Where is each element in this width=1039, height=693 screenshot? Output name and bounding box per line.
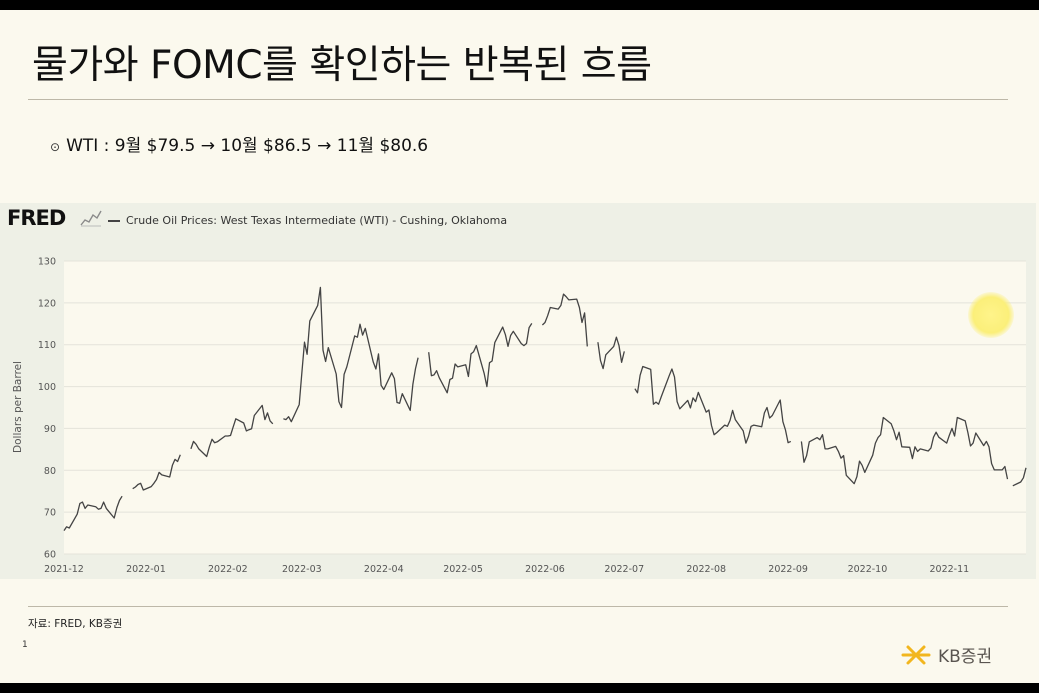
x-tick-label: 2022-06	[525, 564, 565, 575]
legend-swatch	[108, 220, 120, 222]
series-line-layer	[63, 286, 1027, 531]
wti-line-segment-3	[283, 286, 419, 423]
wti-line-segment-0	[63, 495, 123, 531]
wti-line-segment-8	[800, 416, 1009, 485]
y-tick-label: 90	[44, 424, 56, 435]
plot-area	[64, 261, 1026, 554]
y-tick-label: 60	[44, 550, 56, 561]
bullet-icon: ⊙	[50, 140, 61, 154]
grid-layer	[64, 260, 1026, 555]
x-tick-label: 2022-04	[364, 564, 404, 575]
bullet-text: WTI : 9월 $79.5 → 10월 $86.5 → 11월 $80.6	[66, 136, 429, 156]
y-tick-label: 120	[38, 298, 56, 309]
y-tick-label: 130	[38, 257, 56, 268]
x-tick-label: 2022-07	[604, 564, 644, 575]
wti-line-segment-1	[132, 454, 181, 491]
cursor-highlight	[968, 292, 1014, 338]
x-tick-label: 2022-02	[208, 564, 248, 575]
source-note: 자료: FRED, KB증권	[28, 618, 123, 630]
x-tick-label: 2022-08	[686, 564, 726, 575]
chart-panel: 60 70 80 90 100 110 120 130 2021-12 2022-01 2022-…	[0, 203, 1036, 579]
wti-line-segment-5	[541, 293, 588, 347]
y-tick-label: 80	[44, 466, 56, 477]
page-number: 1	[22, 640, 28, 650]
wti-price-chart: 60 70 80 90 100 110 120 130 2021-12 2022-01 2022-…	[12, 257, 1027, 575]
x-tick-label: 2022-03	[282, 564, 322, 575]
slide: 물가와 FOMC를 확인하는 반복된 흐름 ⊙ WTI : 9월 $79.5 → …	[0, 10, 1039, 683]
fred-logo: FRED	[7, 206, 66, 230]
legend-label: Crude Oil Prices: West Texas Intermediat…	[126, 214, 508, 227]
wti-line-segment-6	[597, 336, 625, 370]
x-tick-label: 2022-10	[848, 564, 888, 575]
kb-securities-logo: KB증권	[900, 642, 992, 667]
wti-line-segment-7	[634, 365, 792, 444]
x-tick-label: 2022-01	[126, 564, 166, 575]
slide-title: 물가와 FOMC를 확인하는 반복된 흐름	[32, 43, 652, 88]
x-tick-label: 2022-11	[930, 564, 970, 575]
x-tick-label: 2021-12	[44, 564, 84, 575]
kb-brand-text: KB증권	[938, 647, 993, 667]
fred-sparkline-icon	[80, 210, 102, 227]
x-tick-labels: 2021-12 2022-01 2022-02 2022-03 2022-04 2022-…	[44, 564, 969, 575]
title-divider	[28, 99, 1008, 100]
wti-line-segment-2	[190, 404, 274, 458]
y-tick-label: 100	[38, 382, 56, 393]
bullet-item: ⊙ WTI : 9월 $79.5 → 10월 $86.5 → 11월 $80.6	[50, 131, 428, 156]
y-axis-label: Dollars per Barrel	[12, 361, 24, 453]
chart-legend: Crude Oil Prices: West Texas Intermediat…	[108, 214, 507, 227]
x-tick-label: 2022-05	[443, 564, 483, 575]
y-tick-labels: 60 70 80 90 100 110 120 130	[38, 257, 56, 561]
kb-star-icon	[901, 645, 931, 664]
y-tick-label: 110	[38, 340, 56, 351]
x-tick-label: 2022-09	[768, 564, 808, 575]
wti-line-segment-9	[1012, 467, 1027, 487]
footer-divider	[28, 606, 1008, 607]
wti-line-segment-4	[428, 323, 533, 394]
y-tick-label: 70	[44, 508, 56, 519]
